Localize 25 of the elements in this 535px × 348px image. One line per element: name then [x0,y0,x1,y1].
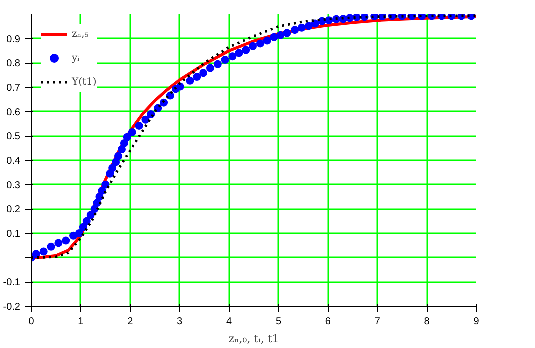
x-tick-label: 3 [177,316,184,328]
y-tick-label: 0.9 [6,34,21,46]
x-tick-label: 9 [474,316,480,328]
x-tick-label: 2 [128,316,134,328]
x-tick-label: 6 [325,316,332,328]
x-tick-label: 7 [374,316,381,328]
legend-label: zₙ,₅ [72,28,90,40]
x-tick-label: 1 [78,316,84,328]
y-tick-label: 0.5 [6,132,21,143]
y-tick-label: 0.7 [6,83,21,94]
legend-label: Y(t1) [72,76,97,88]
y-tick-label: 0.3 [6,180,21,192]
y-tick-label: 0.2 [6,204,21,216]
y-tick-label: -0.2 [3,302,21,313]
x-tick-label: 0 [28,316,35,328]
y-tick-label: 0.4 [6,156,21,167]
x-tick-label: 8 [424,316,430,328]
x-tick-label: 4 [226,316,232,328]
y-tick-label: 0.6 [6,107,21,118]
y-tick-label: 0.8 [6,58,21,70]
legend-label: yᵢ [72,52,81,64]
y-tick-label: -0.1 [3,278,21,289]
x-axis-title: zₙ,₀, tᵢ, t1 [228,332,280,346]
x-tick-label: 5 [276,316,282,328]
y-tick-label: 0.1 [6,229,21,240]
